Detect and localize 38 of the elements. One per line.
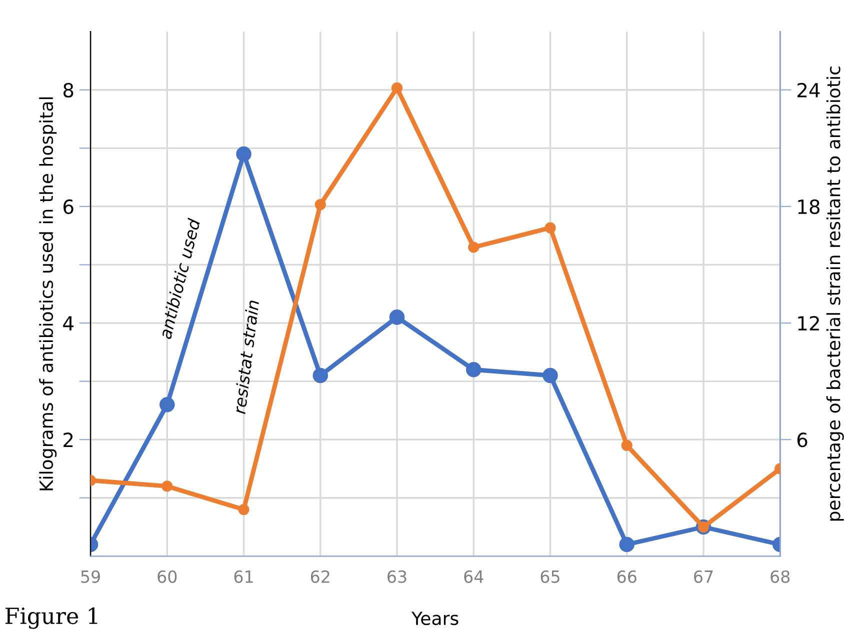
x-tick-label: 60 <box>158 570 177 583</box>
x-tick-label: 62 <box>310 570 330 583</box>
y2-tick-label: 24 <box>798 82 820 98</box>
x-tick-label: 61 <box>234 570 253 583</box>
point <box>236 146 252 162</box>
y2-axis-title: percentage of bacterial strain resitant to antibiotic <box>826 66 844 521</box>
point <box>544 222 556 234</box>
y2-tick-label: 12 <box>798 316 819 330</box>
point <box>468 242 480 253</box>
x-tick-label: 65 <box>540 570 560 583</box>
x-tick-label: 68 <box>770 570 790 583</box>
y-tick-label: 6 <box>64 199 74 214</box>
point <box>391 82 403 94</box>
y-tick-label: 8 <box>63 82 74 98</box>
x-axis-title: Years <box>411 612 458 626</box>
caption: Figure 1 <box>6 607 98 629</box>
y2-tick-label: 18 <box>798 199 820 214</box>
point <box>621 440 632 451</box>
x-tick-label: 67 <box>694 570 713 583</box>
point <box>542 368 558 384</box>
point <box>619 536 635 552</box>
y-axis-title: Kilograms of antibiotics used in the hospital <box>39 97 57 490</box>
point <box>159 396 175 412</box>
x-tick-label: 63 <box>388 570 406 583</box>
y2-tick-label: 6 <box>797 432 808 448</box>
text: antibiotic used <box>158 218 201 340</box>
text: resistat strain <box>232 300 260 414</box>
x-tick-label: 64 <box>464 570 484 583</box>
point <box>466 362 482 378</box>
x-tick-label: 59 <box>81 570 100 583</box>
point <box>314 198 326 210</box>
point <box>312 368 328 384</box>
point <box>389 310 405 325</box>
x-tick-label: 66 <box>617 570 636 583</box>
point <box>162 480 173 492</box>
y-tick-label: 4 <box>63 316 74 330</box>
point <box>238 504 250 516</box>
y-tick-label: 2 <box>64 432 73 447</box>
